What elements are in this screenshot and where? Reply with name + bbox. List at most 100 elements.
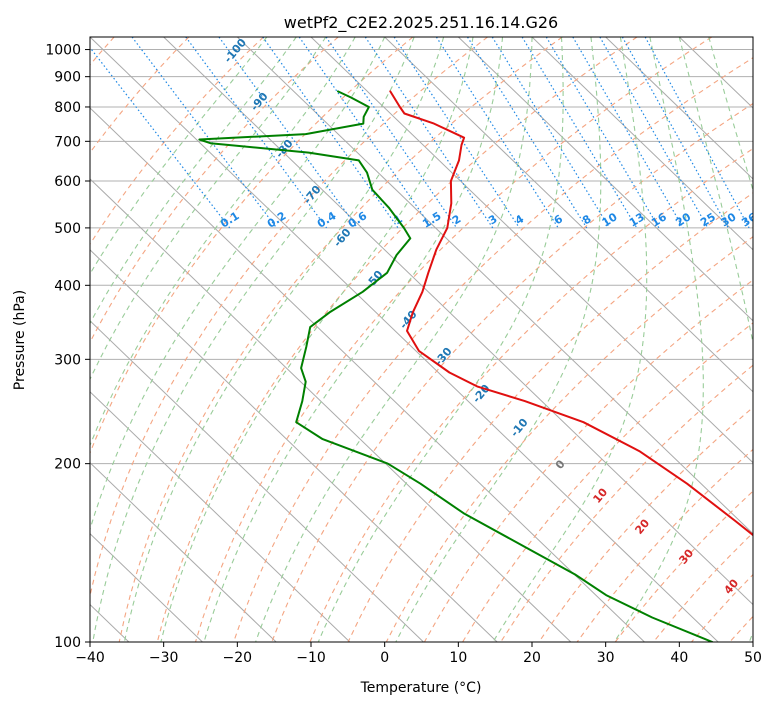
mixing-ratio-label: 3 <box>486 212 499 227</box>
mixing-ratio-label: 20 <box>673 210 693 229</box>
moist-adiabat-line <box>492 37 648 642</box>
isotherm-line <box>752 37 753 38</box>
y-tick-label: 900 <box>54 70 81 86</box>
isotherm-label: 40 <box>721 576 741 596</box>
sounding-series <box>198 90 753 642</box>
y-tick-label: 600 <box>54 174 81 190</box>
mixing-ratio-label: 4 <box>513 212 527 227</box>
mixing-ratio-label: 13 <box>627 210 647 229</box>
axes: −40 −30 −20 −10 0 10 20 30 40 5010020030040050060… <box>45 43 762 666</box>
isotherm-line <box>90 249 498 642</box>
mixing-ratio-line <box>435 37 559 229</box>
isotherm-line <box>236 37 753 535</box>
y-tick-label: 100 <box>54 635 81 651</box>
mixing-ratio-lines <box>90 37 750 229</box>
moist-adiabat-line <box>90 37 268 276</box>
moist-adiabat-line <box>203 37 504 642</box>
x-tick-label: 50 <box>744 650 762 666</box>
mixing-ratio-line <box>325 37 458 229</box>
mixing-ratio-line <box>393 37 520 229</box>
y-tick-label: 1000 <box>45 43 81 59</box>
moist-adiabat-label: -60 <box>331 226 354 250</box>
moist-adiabat-line <box>160 37 474 642</box>
moist-adiabat-label: -30 <box>432 345 455 369</box>
dry-adiabat-line <box>90 37 339 344</box>
mixing-ratio-line <box>491 37 610 229</box>
isotherm-label: 20 <box>632 516 652 536</box>
moist-adiabat-line <box>90 37 386 532</box>
mixing-ratio-line <box>621 37 729 229</box>
moist-adiabat-line <box>255 37 533 642</box>
y-tick-label: 500 <box>54 221 81 237</box>
dry-adiabat-line <box>768 37 775 642</box>
moist-adiabat-line <box>123 37 445 642</box>
x-tick-label: 10 <box>449 650 467 666</box>
moist-adiabat-line <box>317 37 564 642</box>
mixing-ratio-line <box>599 37 709 229</box>
dry-adiabats <box>90 37 775 642</box>
dry-adiabat-line <box>538 406 753 642</box>
plot-frame <box>89 36 754 643</box>
isotherm-line <box>605 37 753 180</box>
y-tick-label: 700 <box>54 134 81 150</box>
moist-adiabat-line <box>92 37 415 642</box>
mixing-ratio-label: 2 <box>450 212 463 227</box>
x-axis-label: Temperature (°C) <box>360 680 482 696</box>
dry-adiabat-line <box>462 322 753 642</box>
dry-adiabat-line <box>194 37 713 642</box>
moist-adiabat-line <box>90 37 327 381</box>
dry-adiabat-line <box>233 57 753 642</box>
isotherm-line <box>90 37 719 642</box>
isotherm-line <box>90 391 351 642</box>
mixing-ratio-line <box>218 37 358 229</box>
y-tick-label: 400 <box>54 278 81 294</box>
isotherm-line <box>310 37 753 464</box>
mixing-ratio-line <box>298 37 433 229</box>
y-tick-label: 800 <box>54 100 81 116</box>
moist-adiabats <box>90 37 753 642</box>
mixing-ratio-label: 36 <box>739 210 759 229</box>
mixing-ratio-line <box>262 37 399 229</box>
isotherm-line <box>90 178 572 642</box>
moist-adiabat-label: -100 <box>221 36 249 66</box>
isotherm-line <box>90 462 277 642</box>
dry-adiabat-line <box>90 37 264 246</box>
dry-adiabat-line <box>156 37 638 642</box>
isotherm-line <box>531 37 753 251</box>
isotherm-line <box>384 37 753 393</box>
isotherm-line <box>163 37 753 606</box>
moist-adiabat-line <box>678 37 753 642</box>
x-tick-label: −30 <box>149 650 179 666</box>
dry-adiabat-line <box>90 37 190 154</box>
dry-adiabat-line <box>90 37 488 599</box>
mixing-ratio-line <box>466 37 588 229</box>
mixing-ratio-label: 30 <box>719 210 739 229</box>
x-tick-label: −10 <box>296 650 326 666</box>
dry-adiabat-line <box>652 532 753 642</box>
isotherms <box>90 37 753 642</box>
temperature-line <box>389 90 753 537</box>
isotherm-line <box>678 37 753 109</box>
mixing-ratio-line <box>572 37 684 229</box>
mixing-ratio-line <box>644 37 750 229</box>
plot-area: 010203040-100-90-80-70-60-50-40-30-20-10… <box>90 36 775 642</box>
dry-adiabat-line <box>118 37 563 642</box>
dry-adiabat-line <box>691 573 753 642</box>
moist-adiabat-line <box>395 37 602 642</box>
mixing-ratio-line <box>545 37 660 229</box>
dewpoint-line <box>198 90 714 642</box>
x-tick-label: 20 <box>523 650 541 666</box>
y-tick-label: 200 <box>54 457 81 473</box>
moist-adiabat-line <box>90 37 356 447</box>
mixing-ratio-line <box>90 46 231 229</box>
isotherm-line <box>90 320 424 642</box>
x-tick-label: −40 <box>75 650 105 666</box>
mixing-ratio-line <box>364 37 494 229</box>
isotherm-label: 0 <box>553 457 568 471</box>
y-tick-label: 300 <box>54 352 81 368</box>
dry-adiabat-line <box>309 147 753 642</box>
x-tick-label: 30 <box>597 650 615 666</box>
moist-adiabat-line <box>708 37 753 193</box>
moist-adiabat-label: -90 <box>248 90 271 114</box>
